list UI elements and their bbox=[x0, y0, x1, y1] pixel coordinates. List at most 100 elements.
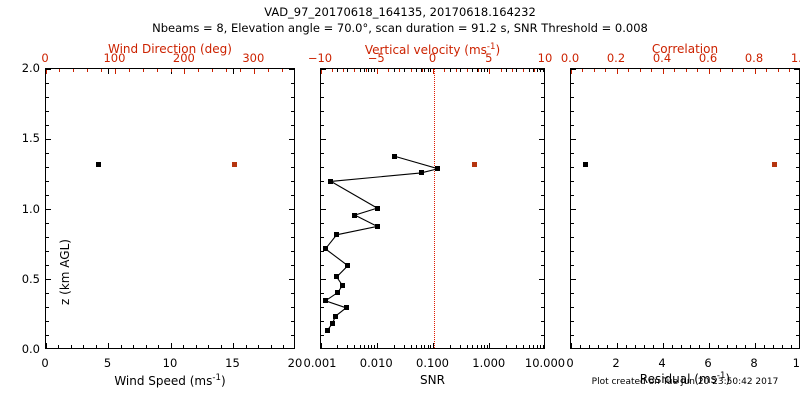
x-tick-minor-top-mirror bbox=[368, 69, 370, 72]
y-tick-minor bbox=[541, 152, 544, 154]
figure-subtitle: Nbeams = 8, Elevation angle = 70.0°, sca… bbox=[152, 21, 648, 35]
y-tick-minor bbox=[541, 166, 544, 168]
y-tick-minor bbox=[571, 307, 574, 309]
y-tick-minor bbox=[46, 335, 49, 337]
x-tick-top-label: 200 bbox=[172, 51, 195, 65]
x-tick-top-minor bbox=[605, 69, 606, 72]
y-tick-minor bbox=[541, 335, 544, 337]
x-tick-top-major bbox=[321, 69, 322, 74]
x-tick-top-major bbox=[571, 69, 572, 74]
x-tick-top-minor bbox=[365, 69, 367, 72]
y-tick-major bbox=[539, 138, 544, 140]
x-tick-minor-top-mirror bbox=[528, 69, 530, 72]
y-tick-minor bbox=[541, 110, 544, 112]
x-tick-top-label: 10 bbox=[537, 51, 553, 65]
y-tick-minor bbox=[321, 321, 324, 323]
snr-panel bbox=[320, 68, 545, 349]
x-tick-minor bbox=[427, 345, 429, 348]
y-tick-major bbox=[289, 138, 294, 140]
x-tick-minor bbox=[625, 345, 627, 348]
y-tick-minor bbox=[796, 307, 799, 309]
y-tick-major bbox=[794, 209, 799, 210]
x-tick-minor bbox=[536, 345, 538, 348]
x-tick-label: 1.000 bbox=[472, 356, 506, 370]
y-tick-major bbox=[46, 69, 51, 70]
wind-direction-axis-title: Wind Direction (deg) bbox=[108, 42, 232, 56]
x-tick-top-minor bbox=[239, 69, 241, 72]
y-tick-minor bbox=[46, 96, 49, 98]
y-tick-minor bbox=[46, 82, 49, 84]
y-tick-minor bbox=[46, 124, 49, 126]
y-tick-major bbox=[46, 279, 51, 281]
x-tick-top-minor bbox=[523, 69, 524, 72]
x-tick-minor bbox=[371, 345, 373, 348]
x-tick-minor bbox=[347, 345, 349, 348]
x-tick-top-minor bbox=[114, 69, 116, 72]
x-tick-top-minor bbox=[212, 69, 214, 72]
x-tick-major bbox=[754, 343, 756, 348]
y-tick-major bbox=[539, 209, 544, 210]
x-tick-label: 10.000 bbox=[524, 356, 566, 370]
x-tick-top-minor bbox=[444, 69, 446, 72]
x-tick-minor-top-mirror bbox=[472, 69, 474, 72]
y-tick-minor bbox=[796, 223, 799, 225]
y-tick-minor bbox=[46, 152, 49, 154]
y-tick-minor bbox=[46, 321, 49, 323]
x-tick-label: 4 bbox=[658, 356, 666, 370]
x-tick-top-minor bbox=[651, 69, 652, 72]
x-tick-minor bbox=[506, 345, 508, 348]
y-tick-minor bbox=[291, 251, 294, 253]
x-tick-minor bbox=[680, 345, 682, 348]
x-tick-minor bbox=[120, 345, 122, 348]
x-tick-major bbox=[233, 343, 234, 348]
x-tick-minor bbox=[726, 345, 728, 348]
y-tick-minor bbox=[321, 96, 324, 98]
x-tick-label: 0 bbox=[566, 356, 574, 370]
y-tick-minor bbox=[321, 293, 324, 295]
y-tick-minor bbox=[571, 237, 574, 239]
x-tick-minor bbox=[403, 345, 405, 348]
y-tick-minor bbox=[571, 321, 574, 323]
x-tick-minor-top-mirror bbox=[430, 69, 432, 72]
y-tick-minor bbox=[321, 180, 324, 182]
y-tick-minor bbox=[291, 335, 294, 337]
x-tick-top-label: 1.0 bbox=[790, 51, 800, 65]
x-tick-minor-top-mirror bbox=[533, 69, 535, 72]
data-point-snr bbox=[332, 313, 338, 319]
y-tick-minor bbox=[46, 251, 49, 253]
residual-axis-title: Residual (ms-1) bbox=[639, 371, 731, 386]
y-tick-minor bbox=[571, 180, 574, 182]
zero-velocity-reference-line bbox=[433, 69, 435, 348]
x-tick-minor bbox=[644, 345, 646, 348]
x-tick-minor-top-mirror bbox=[506, 69, 508, 72]
x-tick-top-minor bbox=[628, 69, 629, 72]
x-tick-top-minor bbox=[511, 69, 513, 72]
x-tick-top-minor bbox=[73, 69, 75, 72]
x-tick-major bbox=[489, 343, 491, 348]
x-tick-minor bbox=[653, 345, 655, 348]
x-tick-minor-top-mirror bbox=[347, 69, 349, 72]
y-tick-minor bbox=[291, 265, 294, 267]
x-tick-minor bbox=[486, 345, 488, 348]
y-tick-minor bbox=[291, 96, 294, 98]
data-point-snr bbox=[322, 298, 328, 304]
x-tick-minor bbox=[58, 345, 59, 348]
data-point-snr bbox=[324, 327, 330, 333]
x-tick-minor-top-mirror bbox=[420, 69, 422, 72]
y-tick-major bbox=[571, 279, 576, 281]
x-tick-top-label: −5 bbox=[367, 51, 385, 65]
x-tick-top-minor bbox=[101, 69, 103, 72]
y-tick-minor bbox=[321, 166, 324, 168]
x-tick-minor bbox=[410, 345, 412, 348]
x-tick-top-minor bbox=[343, 69, 344, 72]
y-tick-minor bbox=[321, 335, 324, 337]
x-tick-major bbox=[321, 343, 322, 348]
y-tick-minor bbox=[796, 96, 799, 98]
x-tick-top-label: 0.8 bbox=[744, 51, 764, 65]
y-tick-minor bbox=[291, 166, 294, 168]
x-tick-minor bbox=[598, 345, 600, 348]
y-tick-minor bbox=[541, 82, 544, 84]
x-tick-minor bbox=[245, 345, 247, 348]
x-tick-minor-top-mirror bbox=[540, 69, 542, 72]
data-point-snr bbox=[345, 263, 351, 269]
